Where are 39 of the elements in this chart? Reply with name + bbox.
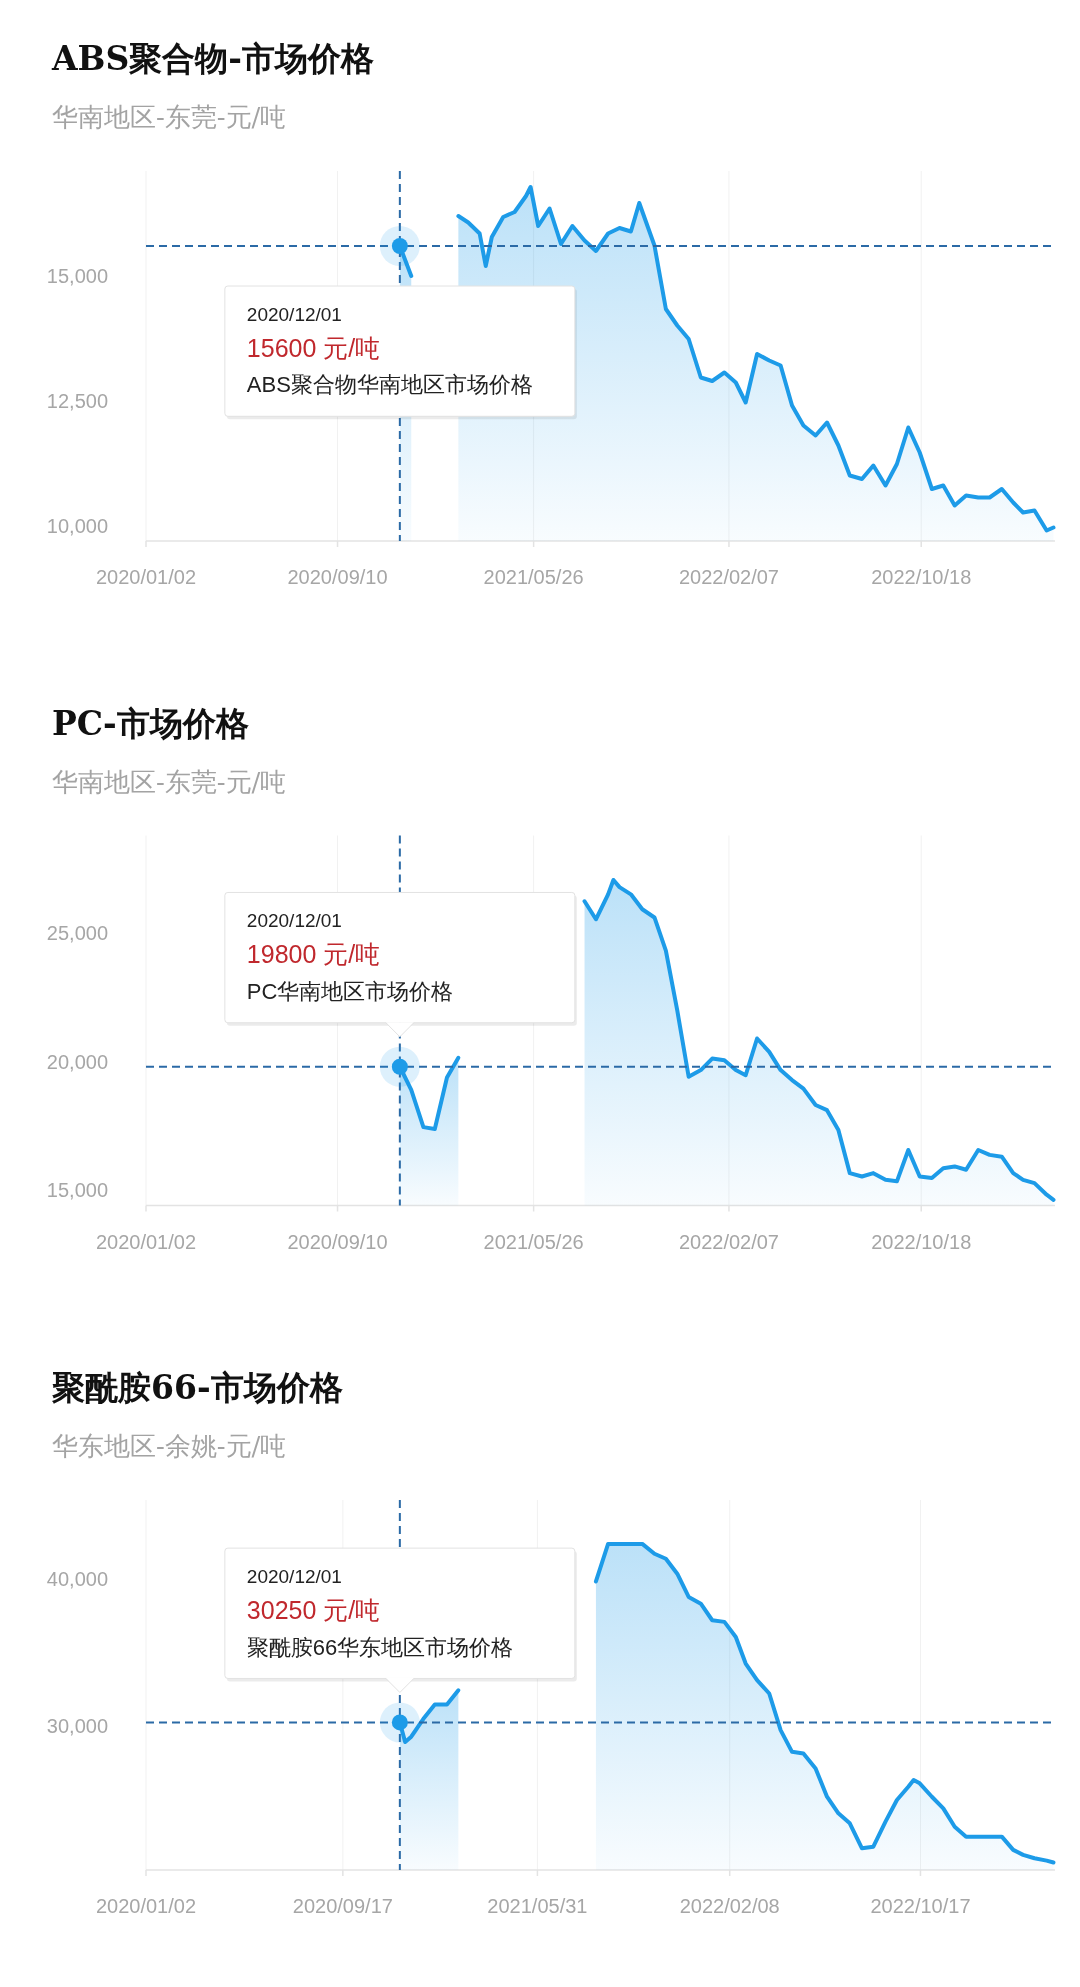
x-tick-label: 2022/10/18 [871,566,972,588]
annotation: 2020/12/01 [246,303,342,325]
chart-subtitle: 华南地区-东莞-元/吨 [52,766,287,797]
y-tick-label: 10,000 [46,515,108,537]
x-tick-label: 2022/02/07 [678,1230,779,1253]
x-tick-label: 2020/09/10 [287,1230,388,1253]
x-tick-label: 2021/05/26 [483,566,584,588]
annotation: ABS聚合物华南地区市场价格 [246,372,533,398]
x-tick-label: 2021/05/26 [483,1230,584,1253]
annotation: 聚酰胺66华东地区市场价格 [246,1634,514,1660]
chart-title: 聚酰胺66-市场价格 [51,1368,343,1407]
chart-title: ABS聚合物-市场价格 [51,39,375,78]
x-tick-label: 2022/10/18 [871,1230,972,1253]
annotation: PC华南地区市场价格 [246,978,454,1004]
tooltip: 2020/12/01 15600 元/吨 ABS聚合物华南地区市场价格 [224,285,577,420]
y-tick-label: 12,500 [46,390,108,412]
annotation: 2020/12/01 [246,1566,342,1588]
x-tick-label: 2022/10/17 [870,1895,971,1917]
annotation: 15600 元/吨 [246,333,381,362]
x-tick-label: 2020/01/02 [95,566,197,588]
chart-subtitle: 华南地区-东莞-元/吨 [52,102,287,132]
y-tick-label: 15,000 [46,1179,108,1202]
chart-subtitle: 华东地区-余姚-元/吨 [52,1431,287,1461]
y-tick-label: 15,000 [46,265,108,287]
y-tick-label: 30,000 [46,1715,108,1738]
x-tick-label: 2020/09/17 [292,1895,393,1917]
annotation: 19800 元/吨 [246,940,381,969]
x-tick-label: 2020/01/02 [95,1895,197,1917]
y-tick-label: 20,000 [46,1050,108,1073]
x-tick-label: 2020/01/02 [95,1230,197,1253]
y-tick-label: 25,000 [46,922,108,945]
annotation: 30250 元/吨 [246,1596,381,1625]
x-tick-label: 2022/02/08 [679,1895,780,1917]
annotation: 2020/12/01 [246,910,342,932]
y-tick-label: 40,000 [46,1568,108,1591]
x-tick-label: 2022/02/07 [678,566,779,588]
chart-title: PC-市场价格 [52,703,249,743]
x-tick-label: 2021/05/31 [487,1895,588,1917]
x-tick-label: 2020/09/10 [287,566,388,588]
